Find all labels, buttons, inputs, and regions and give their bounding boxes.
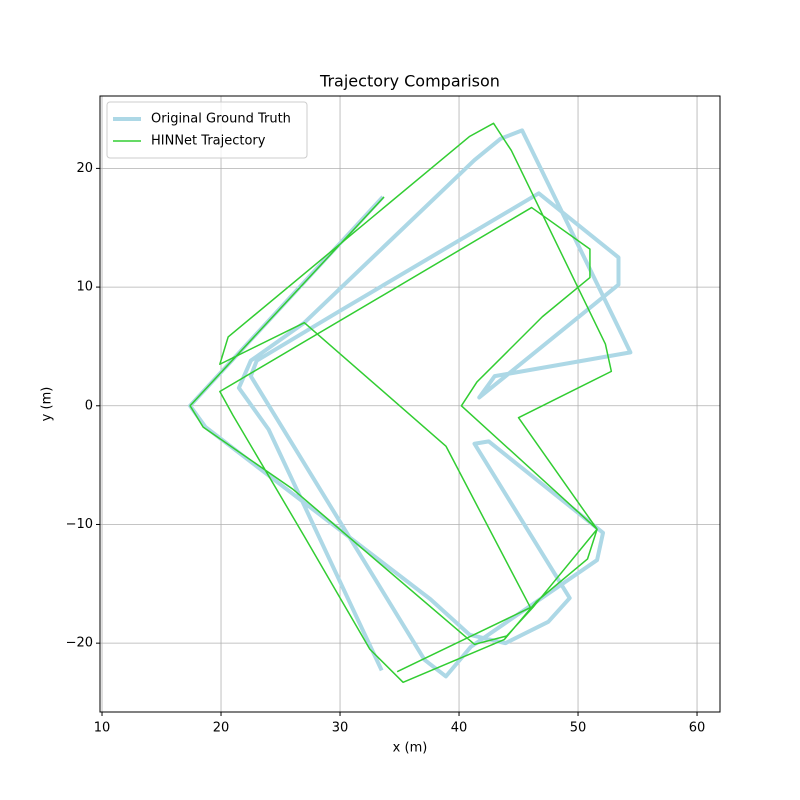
x-tick-label: 50 [570, 721, 587, 736]
trajectory-line [189, 122, 613, 684]
x-tick-label: 10 [94, 721, 111, 736]
x-axis-label: x (m) [393, 741, 428, 756]
plot-frame [99, 95, 721, 713]
x-tick-label: 20 [213, 721, 230, 736]
x-tick-label: 60 [689, 721, 706, 736]
legend-label: Original Ground Truth [151, 112, 291, 127]
y-axis-label: y (m) [40, 387, 55, 422]
x-tick-label: 40 [451, 721, 468, 736]
y-tick-label: −20 [66, 636, 93, 651]
legend-box [106, 101, 308, 159]
legend-label: HINNet Trajectory [151, 134, 266, 149]
y-tick-label: −10 [66, 517, 93, 532]
chart-title: Trajectory Comparison [319, 72, 500, 91]
y-tick-label: 20 [76, 161, 93, 176]
legend: Original Ground Truth HINNet Trajectory [106, 101, 308, 159]
y-tick-label: 0 [85, 398, 93, 413]
x-tick-label: 30 [332, 721, 349, 736]
trajectory-line [188, 128, 633, 679]
y-tick-label: 10 [76, 280, 93, 295]
